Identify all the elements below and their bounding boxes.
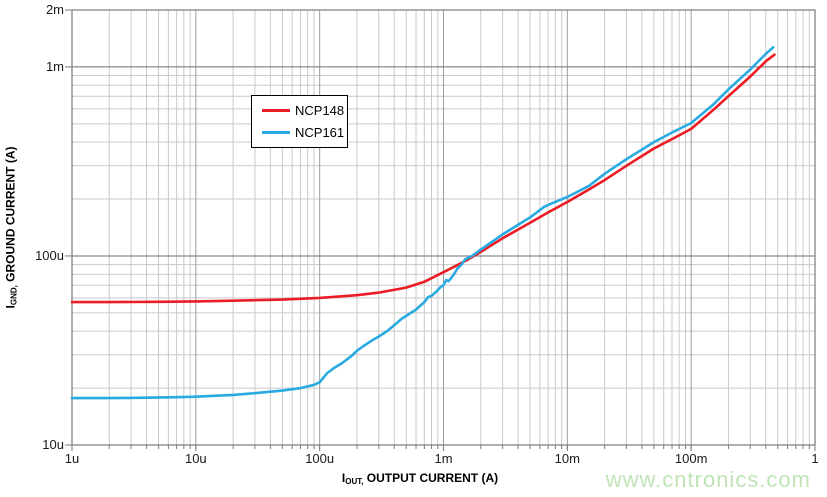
watermark: www.cntronics.com	[605, 467, 811, 492]
x-tick-label-10u: 10u	[184, 451, 207, 466]
legend-entry-ncp161: NCP161	[262, 125, 347, 140]
y-tick-label-100u: 100u	[35, 247, 64, 263]
y-axis-title-text: GROUND CURRENT (A)	[3, 146, 18, 286]
y-axis-title: IGND, GROUND CURRENT (A)	[4, 78, 19, 378]
x-axis-title-text: OUTPUT CURRENT (A)	[363, 471, 499, 485]
ncp161-curve	[70, 45, 775, 400]
y-axis-title-subscript: GND,	[9, 285, 19, 306]
y-tick-label-1m: 1m	[45, 58, 64, 74]
ncp148-curve	[70, 53, 776, 304]
x-axis-title: IOUT, OUTPUT CURRENT (A)	[320, 471, 520, 486]
ncp148-legend-label: NCP148	[295, 103, 345, 118]
legend-entry-ncp148: NCP148	[262, 103, 347, 118]
ncp161-line-sample	[262, 131, 290, 134]
x-tick-label-1m: 1m	[434, 451, 453, 466]
y-tick-label-10u: 10u	[42, 437, 64, 452]
x-axis-title-symbol: I	[341, 471, 346, 485]
ncp161-legend-label: NCP161	[295, 125, 345, 140]
y-axis-title-symbol: I	[3, 305, 18, 309]
legend-box: NCP148 NCP161	[251, 95, 348, 148]
x-tick-label-1u: 1u	[64, 451, 80, 466]
y-tick-label-2m: 2m	[45, 2, 64, 17]
ncp148-line-sample	[262, 109, 290, 112]
x-tick-label-1: 1	[811, 451, 819, 466]
x-tick-label-100m: 100m	[674, 451, 708, 466]
x-axis-title-subscript: OUT,	[345, 477, 364, 486]
x-tick-label-10m: 10m	[554, 451, 580, 466]
x-tick-label-100u: 100u	[305, 451, 335, 466]
